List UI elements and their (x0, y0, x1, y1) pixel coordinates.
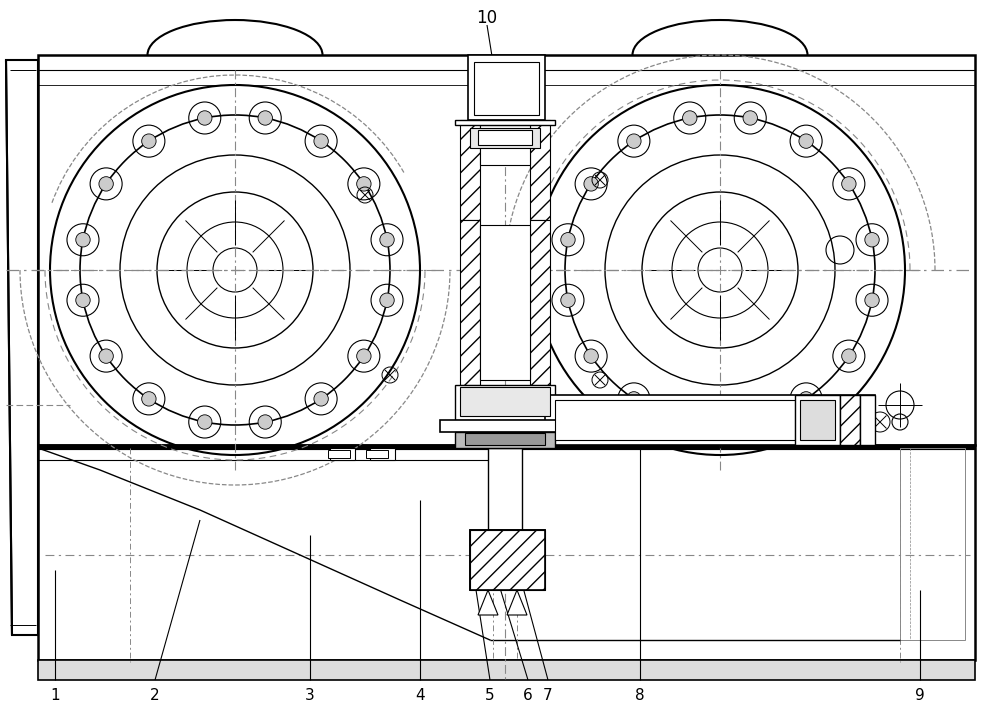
Text: 10: 10 (476, 9, 498, 27)
Circle shape (198, 415, 212, 429)
Bar (455, 120, 555, 125)
Bar (468, 55, 545, 120)
Bar (555, 400, 795, 440)
Text: 5: 5 (485, 688, 495, 703)
Bar (38, 55, 975, 445)
Bar (900, 448, 965, 640)
Text: 8: 8 (635, 688, 645, 703)
Bar (480, 125, 530, 165)
Circle shape (142, 134, 156, 149)
Circle shape (683, 111, 697, 125)
Circle shape (627, 134, 641, 149)
Circle shape (99, 349, 113, 363)
Polygon shape (507, 590, 527, 615)
Bar (330, 448, 355, 460)
Bar (455, 385, 555, 420)
Text: 6: 6 (523, 688, 533, 703)
Bar (478, 130, 532, 145)
Bar (460, 387, 550, 416)
Circle shape (743, 415, 757, 429)
Bar (38, 445, 975, 660)
Polygon shape (478, 590, 498, 615)
Bar (460, 220, 480, 385)
Bar (800, 400, 835, 440)
Circle shape (584, 176, 598, 191)
Bar (366, 450, 388, 458)
Circle shape (683, 415, 697, 429)
Bar (488, 448, 522, 530)
Bar (530, 220, 550, 385)
Bar (38, 660, 975, 680)
Bar (460, 120, 480, 220)
Bar (470, 530, 545, 590)
Circle shape (627, 392, 641, 406)
Circle shape (561, 233, 575, 247)
Circle shape (865, 233, 879, 247)
Circle shape (799, 392, 813, 406)
Circle shape (357, 176, 371, 191)
Circle shape (380, 293, 394, 308)
Circle shape (76, 233, 90, 247)
Circle shape (357, 349, 371, 363)
Circle shape (799, 134, 813, 149)
Bar (440, 420, 560, 432)
Circle shape (584, 349, 598, 363)
Circle shape (198, 111, 212, 125)
Bar (455, 432, 555, 448)
Bar (860, 395, 875, 445)
Circle shape (314, 134, 328, 149)
Circle shape (561, 293, 575, 308)
Circle shape (99, 176, 113, 191)
Bar (480, 225, 530, 380)
Bar (470, 530, 545, 590)
Text: 4: 4 (415, 688, 425, 703)
Text: 1: 1 (50, 688, 60, 703)
Circle shape (142, 392, 156, 406)
Bar (470, 128, 540, 148)
Bar (474, 62, 539, 115)
Bar (370, 448, 395, 460)
Polygon shape (6, 60, 38, 635)
Bar (530, 120, 550, 220)
Text: 2: 2 (150, 688, 160, 703)
Circle shape (258, 111, 272, 125)
Circle shape (258, 415, 272, 429)
Bar (328, 450, 350, 458)
Circle shape (743, 111, 757, 125)
Bar (545, 395, 875, 445)
Circle shape (842, 349, 856, 363)
Circle shape (842, 176, 856, 191)
Circle shape (380, 233, 394, 247)
Bar (465, 433, 545, 445)
Text: 7: 7 (543, 688, 553, 703)
Bar (470, 530, 545, 590)
Text: 3: 3 (305, 688, 315, 703)
Bar (840, 395, 860, 445)
Text: 9: 9 (915, 688, 925, 703)
Bar (795, 395, 840, 445)
Circle shape (76, 293, 90, 308)
Circle shape (865, 293, 879, 308)
Circle shape (314, 392, 328, 406)
